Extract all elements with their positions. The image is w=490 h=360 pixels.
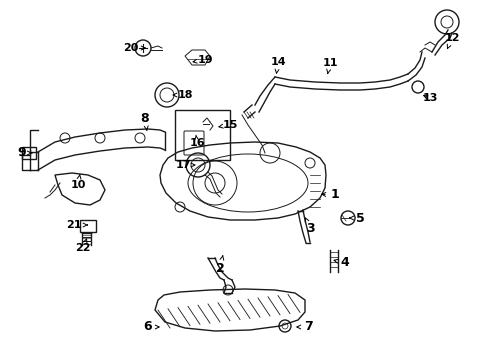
Text: 3: 3	[305, 218, 314, 234]
Text: 22: 22	[75, 239, 91, 253]
Text: 8: 8	[141, 112, 149, 130]
Text: 19: 19	[193, 55, 213, 65]
Text: 18: 18	[173, 90, 193, 100]
Text: 13: 13	[422, 93, 438, 103]
Text: 2: 2	[216, 256, 224, 274]
Text: 6: 6	[144, 320, 159, 333]
Text: 4: 4	[334, 256, 349, 270]
Text: 16: 16	[189, 135, 205, 148]
Text: 10: 10	[70, 175, 86, 190]
Text: 14: 14	[270, 57, 286, 73]
Text: 7: 7	[297, 320, 313, 333]
Text: 5: 5	[350, 211, 365, 225]
Text: 17: 17	[175, 160, 195, 170]
Text: 9: 9	[18, 147, 32, 159]
Text: 1: 1	[322, 189, 340, 202]
Text: 15: 15	[219, 120, 238, 130]
Text: 21: 21	[66, 220, 87, 230]
Text: 12: 12	[444, 33, 460, 49]
Text: 11: 11	[322, 58, 338, 74]
Text: 20: 20	[123, 43, 145, 53]
